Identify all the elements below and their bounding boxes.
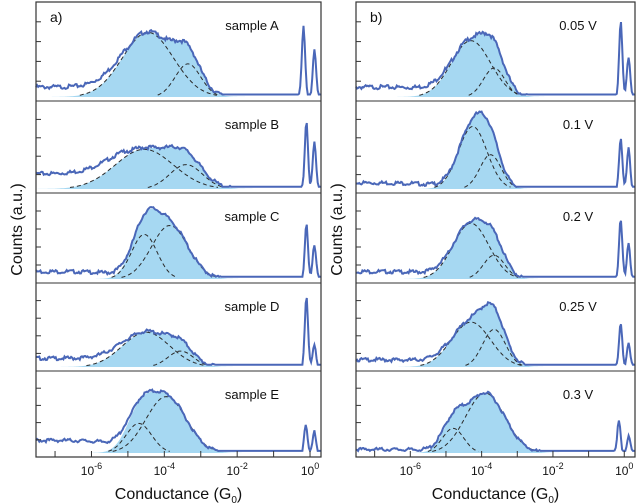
histogram-curve bbox=[356, 216, 635, 278]
x-tick-label: 10-4 bbox=[154, 461, 175, 478]
subplot-1: 0.05 V bbox=[355, 18, 635, 102]
fit-component-1 bbox=[108, 422, 170, 452]
subplot-4: sample D bbox=[35, 297, 321, 372]
subplot-label: sample E bbox=[225, 387, 280, 402]
y-axis-label: Counts (a.u.) bbox=[329, 183, 346, 275]
panel-tag: a) bbox=[50, 9, 62, 25]
fit-component-2 bbox=[153, 350, 209, 366]
subplot-4: 0.25 V bbox=[355, 299, 635, 372]
subplot-3: 0.2 V bbox=[356, 209, 635, 284]
x-axis-label: Conductance (G0) bbox=[432, 486, 559, 504]
histogram-curve bbox=[35, 205, 321, 279]
x-tick-label: 10-2 bbox=[542, 461, 563, 478]
histogram-curve bbox=[35, 297, 321, 366]
fit-component-1 bbox=[434, 125, 511, 188]
subplot-1: sample A bbox=[35, 18, 321, 102]
x-axis-label: Conductance (G0) bbox=[115, 486, 242, 504]
x-tick-label: 10-2 bbox=[226, 461, 247, 478]
y-axis-label: Counts (a.u.) bbox=[9, 183, 26, 275]
panel-a: sample A sample B sample C sample D sample E… bbox=[9, 1, 322, 504]
histogram-curve bbox=[35, 388, 321, 454]
fit-component-2 bbox=[112, 396, 221, 452]
peak-fill bbox=[356, 113, 635, 189]
subplot-label: 0.3 V bbox=[563, 387, 594, 402]
x-tick-label: 10-6 bbox=[81, 461, 102, 478]
panel-b: 0.05 V 0.1 V 0.2 V 0.25 V 0.3 V b) 10-6 10-4 10-… bbox=[329, 1, 636, 504]
fit-component-1 bbox=[111, 233, 178, 278]
peak-fill bbox=[356, 392, 635, 453]
x-tick-label: 100 bbox=[615, 461, 633, 478]
peak-fill bbox=[356, 303, 635, 367]
subplot-label: 0.05 V bbox=[559, 18, 597, 33]
peak-fill bbox=[356, 219, 635, 279]
fit-component-1 bbox=[423, 222, 519, 278]
subplot-label: sample D bbox=[225, 299, 280, 314]
subplot-2: sample B bbox=[35, 117, 321, 194]
histogram-curve bbox=[35, 25, 321, 96]
subplot-3: sample C bbox=[35, 205, 321, 284]
subplot-label: 0.1 V bbox=[563, 117, 594, 132]
fit-component-2 bbox=[468, 67, 520, 96]
x-tick-label: 10-6 bbox=[400, 461, 421, 478]
subplot-5: sample E bbox=[35, 387, 321, 454]
panel-tag: b) bbox=[370, 9, 382, 25]
subplot-label: sample C bbox=[225, 209, 280, 224]
fit-component-2 bbox=[469, 254, 520, 278]
fit-component-1 bbox=[427, 427, 479, 452]
subplot-label: sample A bbox=[225, 18, 279, 33]
subplot-label: 0.25 V bbox=[559, 299, 597, 314]
histogram-curve bbox=[35, 122, 321, 188]
fit-component-1 bbox=[86, 331, 205, 367]
histogram-curve bbox=[355, 110, 635, 188]
peak-fill bbox=[36, 208, 321, 279]
panel-frame bbox=[35, 1, 322, 458]
subplot-label: sample B bbox=[225, 117, 279, 132]
x-tick-label: 100 bbox=[301, 461, 319, 478]
subplot-2: 0.1 V bbox=[355, 110, 635, 194]
fit-component-2 bbox=[464, 154, 518, 188]
fit-component-2 bbox=[157, 63, 220, 96]
panel-frame bbox=[355, 1, 636, 458]
x-tick-label: 10-4 bbox=[471, 461, 492, 478]
peak-fill bbox=[356, 33, 635, 97]
peak-fill bbox=[36, 146, 321, 189]
histogram-curve bbox=[355, 390, 635, 453]
subplot-label: 0.2 V bbox=[563, 209, 594, 224]
peak-fill bbox=[36, 391, 321, 453]
histogram-curve bbox=[355, 21, 635, 96]
peak-fill bbox=[36, 32, 321, 97]
fit-component-1 bbox=[419, 40, 523, 96]
fit-component-2 bbox=[147, 164, 225, 188]
histogram-curve bbox=[355, 301, 635, 366]
subplot-5: 0.3 V bbox=[355, 387, 635, 453]
